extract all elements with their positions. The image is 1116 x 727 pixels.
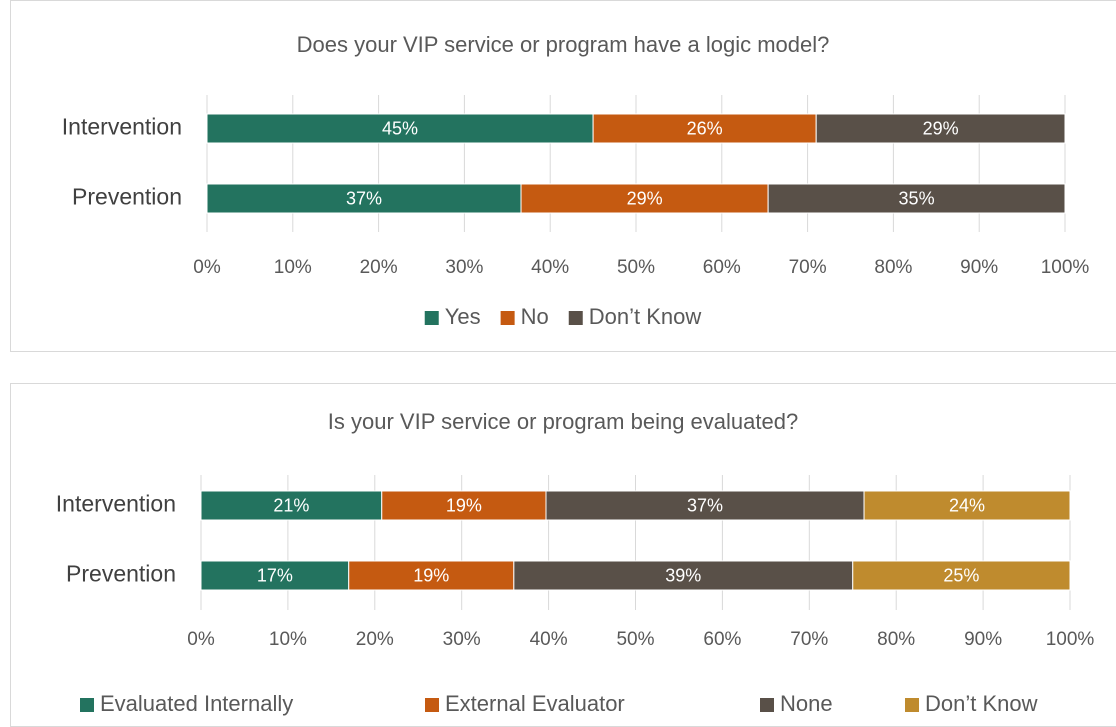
- legend-label: Don’t Know: [589, 304, 702, 329]
- data-label: 37%: [346, 188, 382, 208]
- x-tick-label: 90%: [960, 257, 998, 278]
- data-label: 19%: [446, 495, 482, 515]
- data-label: 26%: [687, 118, 723, 138]
- chart-title: Does your VIP service or program have a …: [297, 32, 830, 57]
- bar-segment: [767, 183, 1066, 214]
- x-tick-label: 0%: [187, 629, 215, 650]
- bar-segment: [348, 560, 515, 591]
- data-label: 29%: [923, 118, 959, 138]
- bar-segment: [592, 113, 817, 144]
- x-tick-label: 30%: [443, 629, 481, 650]
- legend-swatch: [760, 698, 774, 712]
- bar-segment: [200, 490, 383, 521]
- legend-label: External Evaluator: [445, 691, 625, 716]
- bar-segment: [381, 490, 547, 521]
- bar-segment: [200, 560, 350, 591]
- data-label: 25%: [943, 565, 979, 585]
- data-label: 24%: [949, 495, 985, 515]
- x-tick-label: 80%: [877, 629, 915, 650]
- x-tick-label: 50%: [617, 257, 655, 278]
- bar-segment: [520, 183, 769, 214]
- x-tick-label: 60%: [703, 629, 741, 650]
- data-label: 19%: [413, 565, 449, 585]
- legend-label: Don’t Know: [925, 691, 1038, 716]
- legend-label: None: [780, 691, 833, 716]
- legend-label: Yes: [445, 304, 481, 329]
- bar-segment: [815, 113, 1066, 144]
- chart-frame: [10, 383, 1116, 727]
- x-tick-label: 80%: [874, 257, 912, 278]
- data-label: 45%: [382, 118, 418, 138]
- legend-swatch: [568, 311, 583, 325]
- x-tick-label: 10%: [269, 629, 307, 650]
- chart-frame: [10, 0, 1116, 352]
- x-tick-label: 20%: [356, 629, 394, 650]
- data-label: 39%: [665, 565, 701, 585]
- legend-swatch: [80, 698, 94, 712]
- category-label: Prevention: [72, 184, 182, 210]
- data-label: 17%: [257, 565, 293, 585]
- x-tick-label: 60%: [703, 257, 741, 278]
- legend-swatch: [425, 698, 439, 712]
- legend-swatch: [424, 311, 439, 325]
- data-label: 35%: [899, 188, 935, 208]
- x-tick-label: 90%: [964, 629, 1002, 650]
- bar-segment: [545, 490, 865, 521]
- bar-segment: [206, 113, 594, 144]
- category-label: Intervention: [56, 491, 176, 517]
- x-tick-label: 40%: [531, 257, 569, 278]
- x-tick-label: 10%: [274, 257, 312, 278]
- category-label: Intervention: [62, 114, 182, 140]
- x-tick-label: 70%: [789, 257, 827, 278]
- legend-label: Evaluated Internally: [100, 691, 293, 716]
- x-tick-label: 30%: [445, 257, 483, 278]
- data-label: 29%: [627, 188, 663, 208]
- bar-segment: [863, 490, 1071, 521]
- x-tick-label: 50%: [616, 629, 654, 650]
- data-label: 37%: [687, 495, 723, 515]
- chart-title: Is your VIP service or program being eva…: [328, 409, 798, 434]
- bar-segment: [852, 560, 1071, 591]
- x-tick-label: 0%: [193, 257, 221, 278]
- legend-label: No: [521, 304, 549, 329]
- data-label: 21%: [273, 495, 309, 515]
- x-tick-label: 70%: [790, 629, 828, 650]
- legend-swatch: [500, 311, 515, 325]
- x-tick-label: 100%: [1046, 629, 1095, 650]
- bar-segment: [513, 560, 854, 591]
- x-tick-label: 100%: [1041, 257, 1090, 278]
- bar-segment: [206, 183, 522, 214]
- category-label: Prevention: [66, 561, 176, 587]
- x-tick-label: 40%: [530, 629, 568, 650]
- legend-swatch: [905, 698, 919, 712]
- x-tick-label: 20%: [360, 257, 398, 278]
